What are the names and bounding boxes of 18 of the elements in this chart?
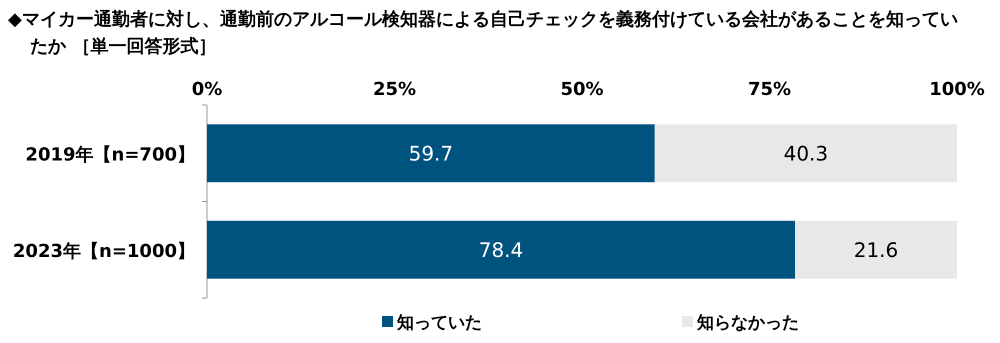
- y-tick-label: 2019年【n=700】: [25, 144, 195, 166]
- x-tick-label: 75%: [748, 79, 792, 100]
- legend-label: 知っていた: [396, 313, 482, 333]
- x-tick-label: 0%: [192, 79, 222, 100]
- title: ◆マイカー通勤者に対し、通勤前のアルコール検知器による自己チェックを義務付けている会社があることを知っていたか ［単一回答形式］: [8, 9, 958, 57]
- x-tick-label: 100%: [929, 79, 985, 100]
- data-label: 21.6: [854, 238, 898, 262]
- data-label: 40.3: [784, 141, 828, 166]
- bar: [795, 220, 957, 279]
- x-tick-label: 25%: [372, 79, 416, 100]
- data-label: 78.4: [478, 238, 524, 262]
- legend-label: 知らなかった: [696, 313, 799, 333]
- bar: [207, 220, 795, 279]
- y-tick-label: 2023年【n=1000】: [12, 240, 195, 262]
- x-tick-label: 50%: [560, 79, 604, 100]
- bar: [207, 124, 655, 182]
- data-label: 59.7: [408, 141, 454, 166]
- bar: [654, 124, 957, 182]
